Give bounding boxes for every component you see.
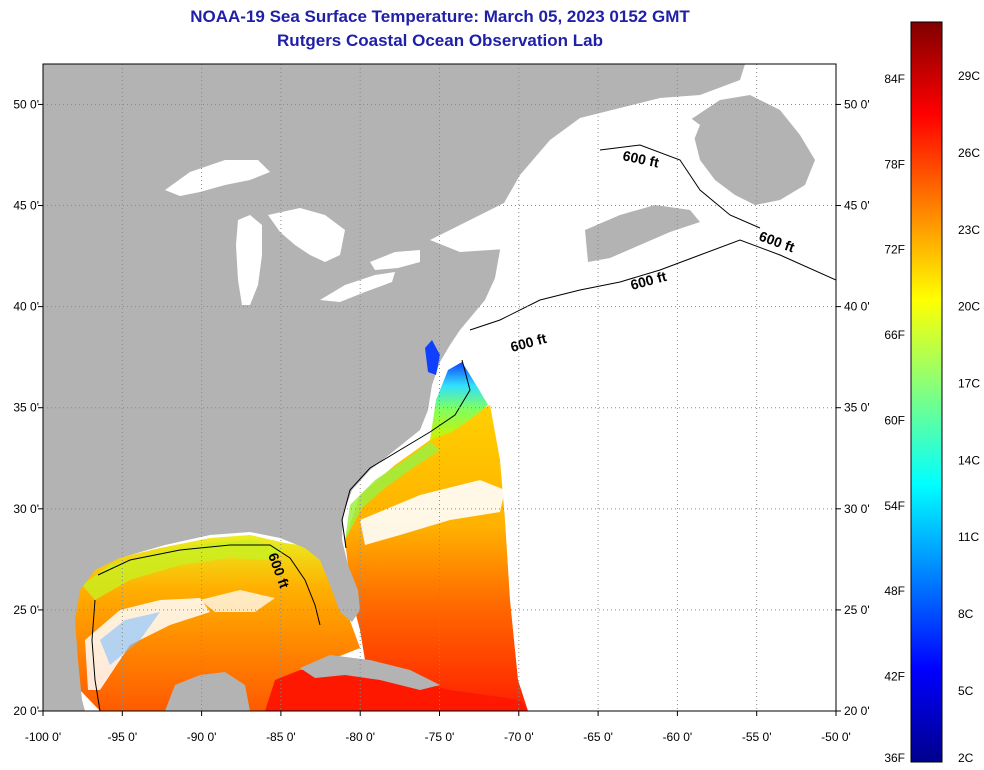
cloud-mask-4 xyxy=(100,612,160,665)
colorbar-c-label: 20C xyxy=(958,300,980,314)
page-subtitle: Rutgers Coastal Ocean Observation Lab xyxy=(277,31,603,50)
page-title: NOAA-19 Sea Surface Temperature: March 0… xyxy=(190,7,690,26)
colorbar-c-label: 5C xyxy=(958,684,974,698)
colorbar-f-label: 36F xyxy=(884,751,905,765)
sst-caribbean-warm xyxy=(265,665,528,711)
lake-huron xyxy=(268,208,345,262)
colorbar-c-label: 8C xyxy=(958,607,974,621)
y-tick-label-right: 45 0' xyxy=(844,199,870,213)
isobath-contours xyxy=(91,144,836,711)
y-tick-label: 45 0' xyxy=(13,199,39,213)
y-tick-label: 30 0' xyxy=(13,502,39,516)
x-tick-label: -100 0' xyxy=(25,730,61,744)
land-nova-scotia xyxy=(585,205,700,262)
colorbar-c-label: 26C xyxy=(958,146,980,160)
y-tick-label: 40 0' xyxy=(13,300,39,314)
land-yucatan xyxy=(165,672,250,711)
land-north-america xyxy=(43,64,745,711)
colorbar-f-label: 60F xyxy=(884,413,905,427)
sst-atlantic-swath xyxy=(265,405,528,711)
y-tick-label-right: 50 0' xyxy=(844,97,870,111)
colorbar-f-label: 54F xyxy=(884,499,905,513)
sst-gulf-nearshore xyxy=(82,540,285,600)
colorbar-f-label: 72F xyxy=(884,243,905,257)
y-tick-label-right: 40 0' xyxy=(844,300,870,314)
colorbar xyxy=(910,21,943,763)
x-tick-label: -65 0' xyxy=(583,730,613,744)
x-tick-label: -70 0' xyxy=(504,730,534,744)
sst-gulf-of-mexico xyxy=(72,535,360,711)
y-tick-label-right: 30 0' xyxy=(844,502,870,516)
x-tick-label: -75 0' xyxy=(425,730,455,744)
y-tick-label: 50 0' xyxy=(13,97,39,111)
sst-mid-atlantic-shelf xyxy=(430,362,488,440)
gulf-st-lawrence xyxy=(430,108,700,252)
x-tick-label: -85 0' xyxy=(266,730,296,744)
land-newfoundland xyxy=(690,95,815,205)
colorbar-c-label: 14C xyxy=(958,453,980,467)
colorbar-c-label: 17C xyxy=(958,376,980,390)
colorbar-c-label: 23C xyxy=(958,223,980,237)
colorbar-f-label: 66F xyxy=(884,328,905,342)
cloud-mask-2 xyxy=(85,598,210,690)
y-tick-label: 25 0' xyxy=(13,603,39,617)
colorbar-f-label: 84F xyxy=(884,72,905,86)
colorbar-c-label: 2C xyxy=(958,751,974,765)
lake-erie xyxy=(320,272,395,302)
chesapeake-bay xyxy=(425,340,440,375)
x-tick-label: -55 0' xyxy=(742,730,772,744)
x-tick-label: -95 0' xyxy=(107,730,137,744)
x-tick-label: -60 0' xyxy=(663,730,693,744)
sst-coastal-band xyxy=(345,442,440,540)
x-tick-label: -90 0' xyxy=(187,730,217,744)
contour-label: 600 ft xyxy=(621,147,660,170)
colorbar-f-label: 42F xyxy=(884,670,905,684)
x-tick-label: -80 0' xyxy=(345,730,375,744)
y-tick-label-right: 35 0' xyxy=(844,401,870,415)
y-tick-label-right: 20 0' xyxy=(844,704,870,718)
lake-ontario xyxy=(370,250,420,270)
colorbar-f-label: 48F xyxy=(884,584,905,598)
y-tick-label: 20 0' xyxy=(13,704,39,718)
colorbar-c-label: 29C xyxy=(958,69,980,83)
lake-superior xyxy=(165,160,270,196)
colorbar-c-label: 11C xyxy=(958,530,979,544)
cloud-mask-3 xyxy=(200,590,275,612)
cloud-mask-1 xyxy=(360,480,505,545)
x-tick-label: -50 0' xyxy=(821,730,851,744)
land-cuba xyxy=(300,655,440,690)
lake-michigan xyxy=(236,215,262,305)
colorbar-f-label: 78F xyxy=(884,157,905,171)
y-tick-label: 35 0' xyxy=(13,401,39,415)
map-frame xyxy=(42,63,837,712)
y-tick-label-right: 25 0' xyxy=(844,603,870,617)
